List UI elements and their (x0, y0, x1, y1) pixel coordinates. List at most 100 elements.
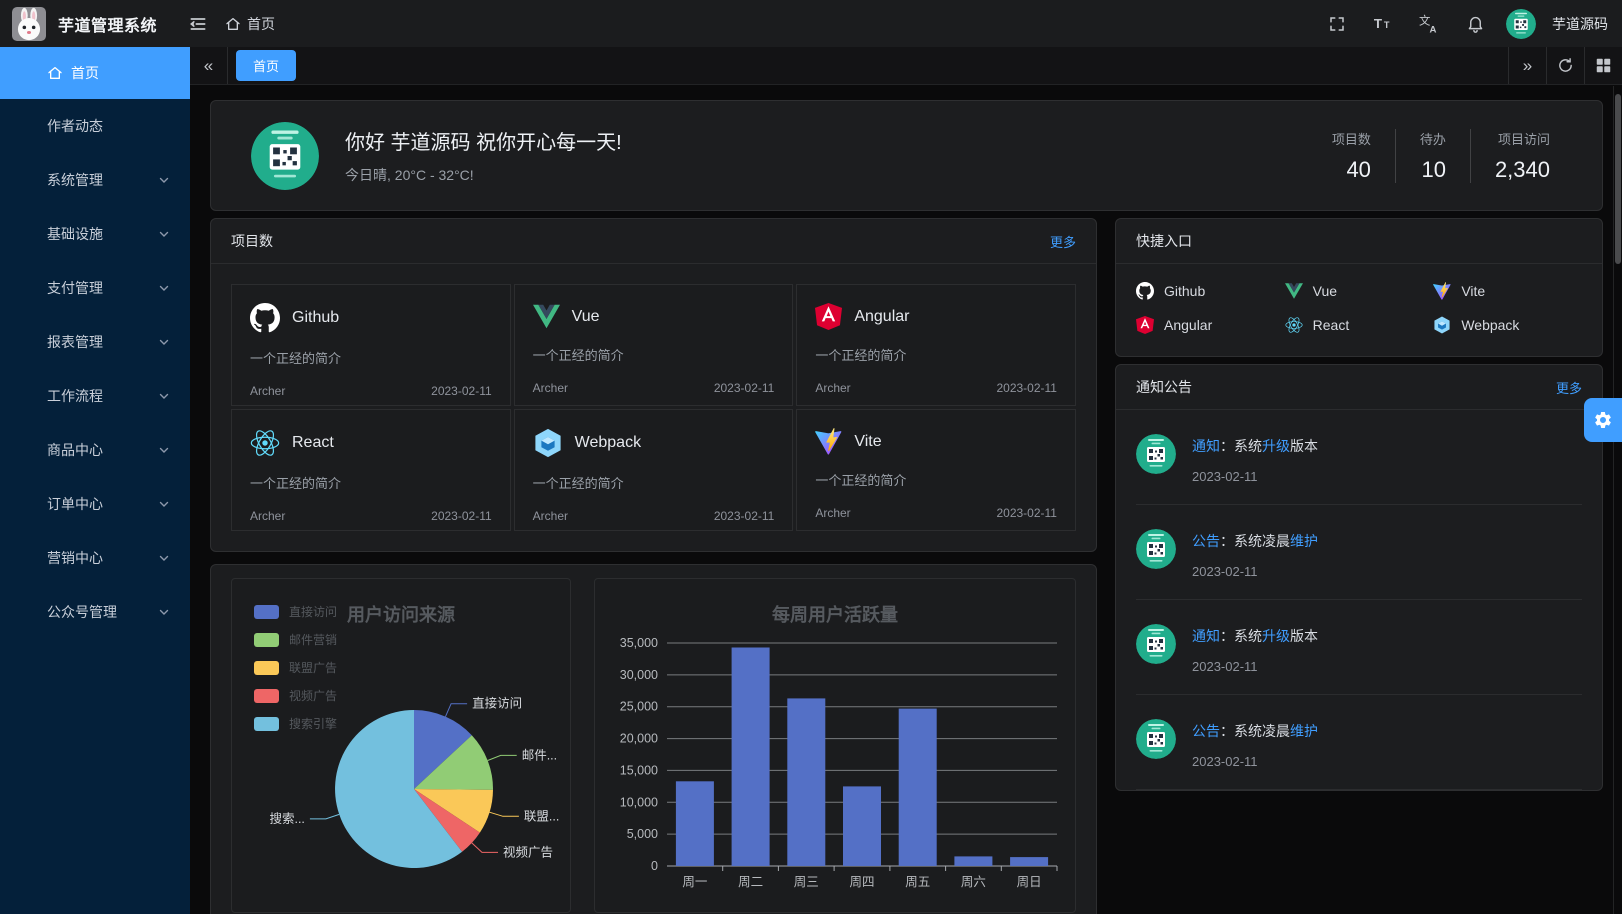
notice-date: 2023-02-11 (1192, 754, 1258, 769)
stat-todo: 待办 10 (1394, 128, 1470, 183)
svg-text:A: A (1429, 24, 1436, 34)
pie-chart-card: 用户访问来源 直接访问 邮件营销 联盟广告 视频广告 搜索引擎 直接访问 邮件..… (231, 578, 571, 913)
notices-more-link[interactable]: 更多 (1555, 380, 1582, 396)
pie-legend-item[interactable]: 邮件营销 (254, 631, 337, 648)
settings-fab-button[interactable] (1584, 398, 1622, 442)
shortcut-github[interactable]: Github (1136, 282, 1285, 300)
bar-chart[interactable]: 0 5,000 10,000 15,000 20,000 25,000 30,000 35,0… (595, 579, 1075, 912)
pie-slice-1[interactable] (414, 735, 494, 790)
project-footer: Archer 2023-02-11 (533, 509, 775, 523)
project-card-github[interactable]: Github 一个正经的简介 Archer 2023-02-11 (231, 284, 511, 406)
topbar-left: 芋道管理系统 首页 (12, 6, 275, 41)
vite-icon (1433, 282, 1451, 300)
pie-slice-2[interactable] (414, 789, 493, 833)
notice-item[interactable]: 公告：系统凌晨维护 2023-02-11 (1136, 695, 1582, 790)
shortcut-webpack[interactable]: Webpack (1433, 316, 1582, 334)
sidebar-item-report[interactable]: 报表管理 (0, 315, 190, 369)
bar-6[interactable] (1010, 857, 1049, 866)
stat-projects: 项目数 40 (1308, 129, 1395, 183)
pie-legend-item[interactable]: 视频广告 (254, 687, 337, 704)
tabs-scroll-right-button[interactable]: » (1508, 47, 1546, 84)
sidebar-item-home[interactable]: 首页 (0, 47, 190, 99)
pie-legend-item[interactable]: 联盟广告 (254, 659, 337, 676)
svg-text:T: T (1374, 16, 1382, 31)
react-icon (1285, 317, 1303, 333)
sidebar-item-system[interactable]: 系统管理 (0, 153, 190, 207)
shortcut-label: React (1312, 317, 1350, 333)
breadcrumb-home-label[interactable]: 首页 (247, 15, 276, 32)
sidebar-item-product[interactable]: 商品中心 (0, 423, 190, 477)
legend-label: 搜索引擎 (289, 717, 338, 731)
bar-5[interactable] (954, 856, 993, 866)
bar-2[interactable] (787, 698, 826, 866)
bar-3[interactable] (843, 786, 881, 866)
project-name: Angular (854, 307, 910, 325)
sidebar-item-workflow[interactable]: 工作流程 (0, 369, 190, 423)
pie-legend-item[interactable]: 搜索引擎 (254, 715, 337, 732)
locale-glyph: 文A (1419, 13, 1437, 34)
menu-fold-icon[interactable] (183, 9, 213, 39)
shortcut-angular[interactable]: Angular (1136, 316, 1285, 334)
bar-1[interactable] (731, 647, 770, 867)
notice-item[interactable]: 公告：系统凌晨维护 2023-02-11 (1136, 505, 1582, 600)
angular-icon (815, 303, 843, 330)
shortcut-vite[interactable]: Vite (1433, 282, 1582, 300)
username[interactable]: 芋道源码 (1552, 15, 1608, 32)
project-card-vue[interactable]: Vue 一个正经的简介 Archer 2023-02-11 (513, 284, 794, 406)
notice-title-segment: 版本 (1290, 628, 1318, 644)
svg-text:T: T (1384, 20, 1390, 30)
bar-chart-card: 每周用户活跃量 0 5,000 10,000 15,000 20,000 25,000 30… (594, 578, 1076, 913)
bell-icon[interactable] (1460, 9, 1490, 39)
scrollbar-thumb[interactable] (1615, 94, 1621, 264)
legend-swatch (254, 632, 279, 647)
project-card-react[interactable]: React 一个正经的简介 Archer 2023-02-11 (231, 409, 511, 531)
bar-ytick: 5,000 (627, 827, 658, 841)
project-card-angular[interactable]: Angular 一个正经的简介 Archer 2023-02-11 (796, 284, 1076, 406)
scrollbar[interactable] (1613, 86, 1622, 914)
project-footer: Archer 2023-02-11 (533, 381, 775, 395)
tabs-layout-button[interactable] (1584, 47, 1622, 84)
sidebar-item-author-news[interactable]: 作者动态 (0, 99, 190, 153)
projects-more-link[interactable]: 更多 (1049, 234, 1076, 250)
tab-home[interactable]: 首页 (236, 50, 297, 81)
tabs-scroll-left-button[interactable]: « (190, 47, 228, 84)
breadcrumb[interactable]: 首页 (225, 14, 275, 34)
tabs-refresh-button[interactable] (1546, 47, 1584, 84)
shortcut-vue[interactable]: Vue (1284, 282, 1434, 300)
project-name: React (292, 434, 334, 451)
project-date: 2023-02-11 (431, 509, 492, 523)
fullscreen-icon[interactable] (1322, 9, 1352, 39)
shortcut-react[interactable]: React (1285, 316, 1434, 334)
notice-title-segment: 维护 (1290, 533, 1318, 549)
notice-item[interactable]: 通知：系统升级版本 2023-02-11 (1136, 600, 1582, 695)
welcome-greeting: 你好 芋道源码 祝你开心每一天! (345, 132, 622, 154)
pie-slice-4[interactable] (335, 710, 463, 868)
notice-item[interactable]: 通知：系统升级版本 2023-02-11 (1136, 410, 1582, 505)
project-name: Github (292, 309, 340, 326)
bar-0[interactable] (675, 781, 714, 866)
pie-legend-item[interactable]: 直接访问 (254, 603, 337, 620)
sidebar-item-mp[interactable]: 公众号管理 (0, 585, 190, 639)
sidebar-item-payment[interactable]: 支付管理 (0, 261, 190, 315)
bar-chart-svg[interactable]: 0 5,000 10,000 15,000 20,000 25,000 30,000 35,0… (595, 579, 1075, 912)
pie-chart[interactable]: 直接访问 邮件... 联盟... 视频广告 搜索... (232, 579, 570, 912)
project-card-vite[interactable]: Vite 一个正经的简介 Archer 2023-02-11 (796, 409, 1076, 531)
legend-swatch (254, 604, 279, 619)
pie-slice-0[interactable] (414, 710, 472, 789)
charts-panel: 用户访问来源 直接访问 邮件营销 联盟广告 视频广告 搜索引擎 直接访问 邮件..… (210, 564, 1097, 914)
notice-body: 公告：系统凌晨维护 2023-02-11 (1192, 719, 1318, 769)
project-card-webpack[interactable]: Webpack 一个正经的简介 Archer 2023-02-11 (513, 409, 794, 531)
user-avatar[interactable] (1506, 8, 1536, 39)
pie-chart-svg[interactable]: 直接访问邮件...联盟...视频广告搜索... (232, 579, 570, 912)
chevron-down-icon (159, 447, 169, 453)
pie-slice-3[interactable] (414, 789, 480, 852)
pie-label-2: 联盟... (524, 809, 559, 823)
sidebar-item-infrastructure[interactable]: 基础设施 (0, 207, 190, 261)
sidebar-item-order[interactable]: 订单中心 (0, 477, 190, 531)
sidebar-item-marketing[interactable]: 营销中心 (0, 531, 190, 585)
project-date: 2023-02-11 (713, 509, 775, 523)
bar-4[interactable] (898, 708, 937, 866)
